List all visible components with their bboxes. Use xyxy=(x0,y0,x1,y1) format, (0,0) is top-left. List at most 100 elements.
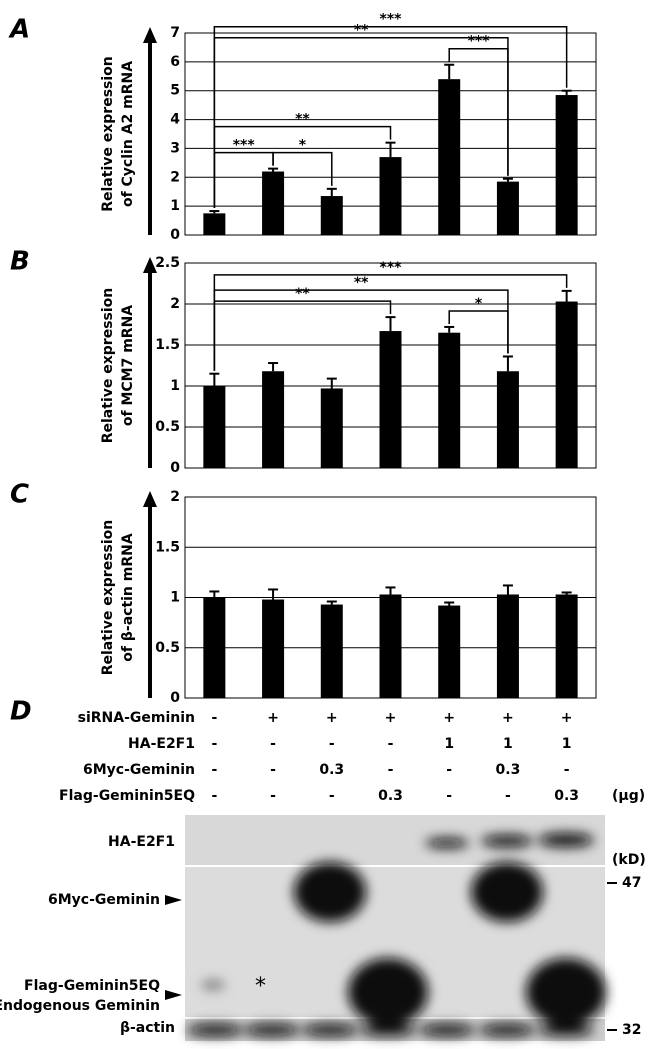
y-tick-label: 0 xyxy=(170,460,180,476)
y-tick-label: 6 xyxy=(170,54,180,70)
bar xyxy=(438,79,460,235)
band-label: HA-E2F1 xyxy=(108,834,175,850)
marker: 32 xyxy=(622,1022,641,1038)
condition-cell: 1 xyxy=(562,736,572,752)
condition-label: siRNA-Geminin xyxy=(78,710,195,726)
band-label: Endogenous Geminin xyxy=(0,998,160,1014)
y-tick-label: 1 xyxy=(170,590,180,606)
bar xyxy=(203,213,225,235)
blot xyxy=(165,815,617,1041)
bar xyxy=(380,594,402,698)
condition-cell: - xyxy=(211,762,217,778)
y-axis-arrowhead xyxy=(143,491,157,507)
y-tick-label: 0.5 xyxy=(155,419,180,435)
panel-letter: A xyxy=(8,15,30,45)
significance-label: ** xyxy=(295,112,310,128)
asterisk: * xyxy=(255,974,266,999)
condition-cell: + xyxy=(267,710,279,726)
bar xyxy=(321,388,343,468)
significance-label: *** xyxy=(468,34,491,50)
condition-cell: 0.3 xyxy=(496,762,521,778)
bar xyxy=(321,605,343,698)
condition-cell: - xyxy=(270,762,276,778)
y-axis-label: of Cyclin A2 mRNA xyxy=(120,61,136,207)
panel-letter: C xyxy=(10,480,29,510)
significance-label: *** xyxy=(233,138,256,154)
figure: HA-E2F1 6Myc-Geminin Flag-Geminin5EQ End… xyxy=(0,0,653,1049)
bar xyxy=(262,172,284,235)
condition-cell: + xyxy=(326,710,338,726)
bar xyxy=(262,371,284,468)
band-label: Flag-Geminin5EQ xyxy=(24,978,160,994)
significance-bracket xyxy=(214,301,390,371)
condition-label: 6Myc-Geminin xyxy=(83,762,195,778)
bar xyxy=(497,594,519,698)
y-tick-label: 0.5 xyxy=(155,640,180,656)
condition-label: Flag-Geminin5EQ xyxy=(59,788,195,804)
y-axis-arrowhead xyxy=(143,27,157,43)
y-tick-label: 2 xyxy=(170,169,180,185)
condition-cell: 0.3 xyxy=(378,788,403,804)
bar xyxy=(438,333,460,468)
condition-cell: - xyxy=(329,788,335,804)
condition-cell: + xyxy=(443,710,455,726)
condition-cell: - xyxy=(329,736,335,752)
condition-cell: 1 xyxy=(503,736,513,752)
y-tick-label: 1.5 xyxy=(155,337,180,353)
y-axis-label: of MCM7 mRNA xyxy=(120,305,136,426)
panel-letter: B xyxy=(10,247,30,277)
significance-label: *** xyxy=(380,260,403,276)
panel-letter: D xyxy=(10,697,32,727)
bar xyxy=(380,157,402,235)
y-tick-label: 3 xyxy=(170,140,180,156)
significance-bracket xyxy=(214,38,508,208)
bar xyxy=(380,331,402,468)
y-axis-label: Relative expression xyxy=(100,520,116,676)
y-tick-label: 0 xyxy=(170,227,180,243)
condition-cell: - xyxy=(446,788,452,804)
y-tick-label: 2.5 xyxy=(155,255,180,271)
significance-bracket xyxy=(214,290,508,371)
y-axis-label: Relative expression xyxy=(100,288,116,444)
y-tick-label: 4 xyxy=(170,112,180,128)
y-axis-label: of β-actin mRNA xyxy=(120,533,136,662)
condition-cell: - xyxy=(270,788,276,804)
bar xyxy=(556,594,578,698)
condition-label: HA-E2F1 xyxy=(128,736,195,752)
condition-cell: - xyxy=(505,788,511,804)
y-axis-label: Relative expression xyxy=(100,56,116,212)
condition-cell: 0.3 xyxy=(554,788,579,804)
y-tick-label: 1.5 xyxy=(155,539,180,555)
y-tick-label: 5 xyxy=(170,83,180,99)
significance-label: ** xyxy=(354,275,369,291)
unit: (μg) xyxy=(612,788,645,804)
condition-cell: + xyxy=(385,710,397,726)
bar xyxy=(556,95,578,235)
condition-cell: - xyxy=(270,736,276,752)
significance-label: *** xyxy=(380,12,403,28)
band-label: β-actin xyxy=(120,1020,175,1036)
condition-cell: 0.3 xyxy=(319,762,344,778)
y-tick-label: 2 xyxy=(170,489,180,505)
bar xyxy=(203,598,225,699)
y-tick-label: 2 xyxy=(170,296,180,312)
bar xyxy=(321,196,343,235)
significance-label: * xyxy=(299,138,307,154)
bar xyxy=(497,182,519,235)
marker: 47 xyxy=(622,875,641,891)
y-tick-label: 1 xyxy=(170,378,180,394)
band-label: 6Myc-Geminin xyxy=(48,892,160,908)
y-tick-label: 1 xyxy=(170,198,180,214)
condition-cell: - xyxy=(211,788,217,804)
bar xyxy=(497,371,519,468)
condition-cell: + xyxy=(502,710,514,726)
bar xyxy=(438,606,460,698)
significance-label: * xyxy=(475,296,483,312)
significance-label: ** xyxy=(354,23,369,39)
condition-cell: 1 xyxy=(444,736,454,752)
condition-cell: - xyxy=(446,762,452,778)
condition-cell: - xyxy=(388,736,394,752)
bar xyxy=(556,302,578,468)
condition-cell: + xyxy=(561,710,573,726)
y-tick-label: 0 xyxy=(170,690,180,706)
